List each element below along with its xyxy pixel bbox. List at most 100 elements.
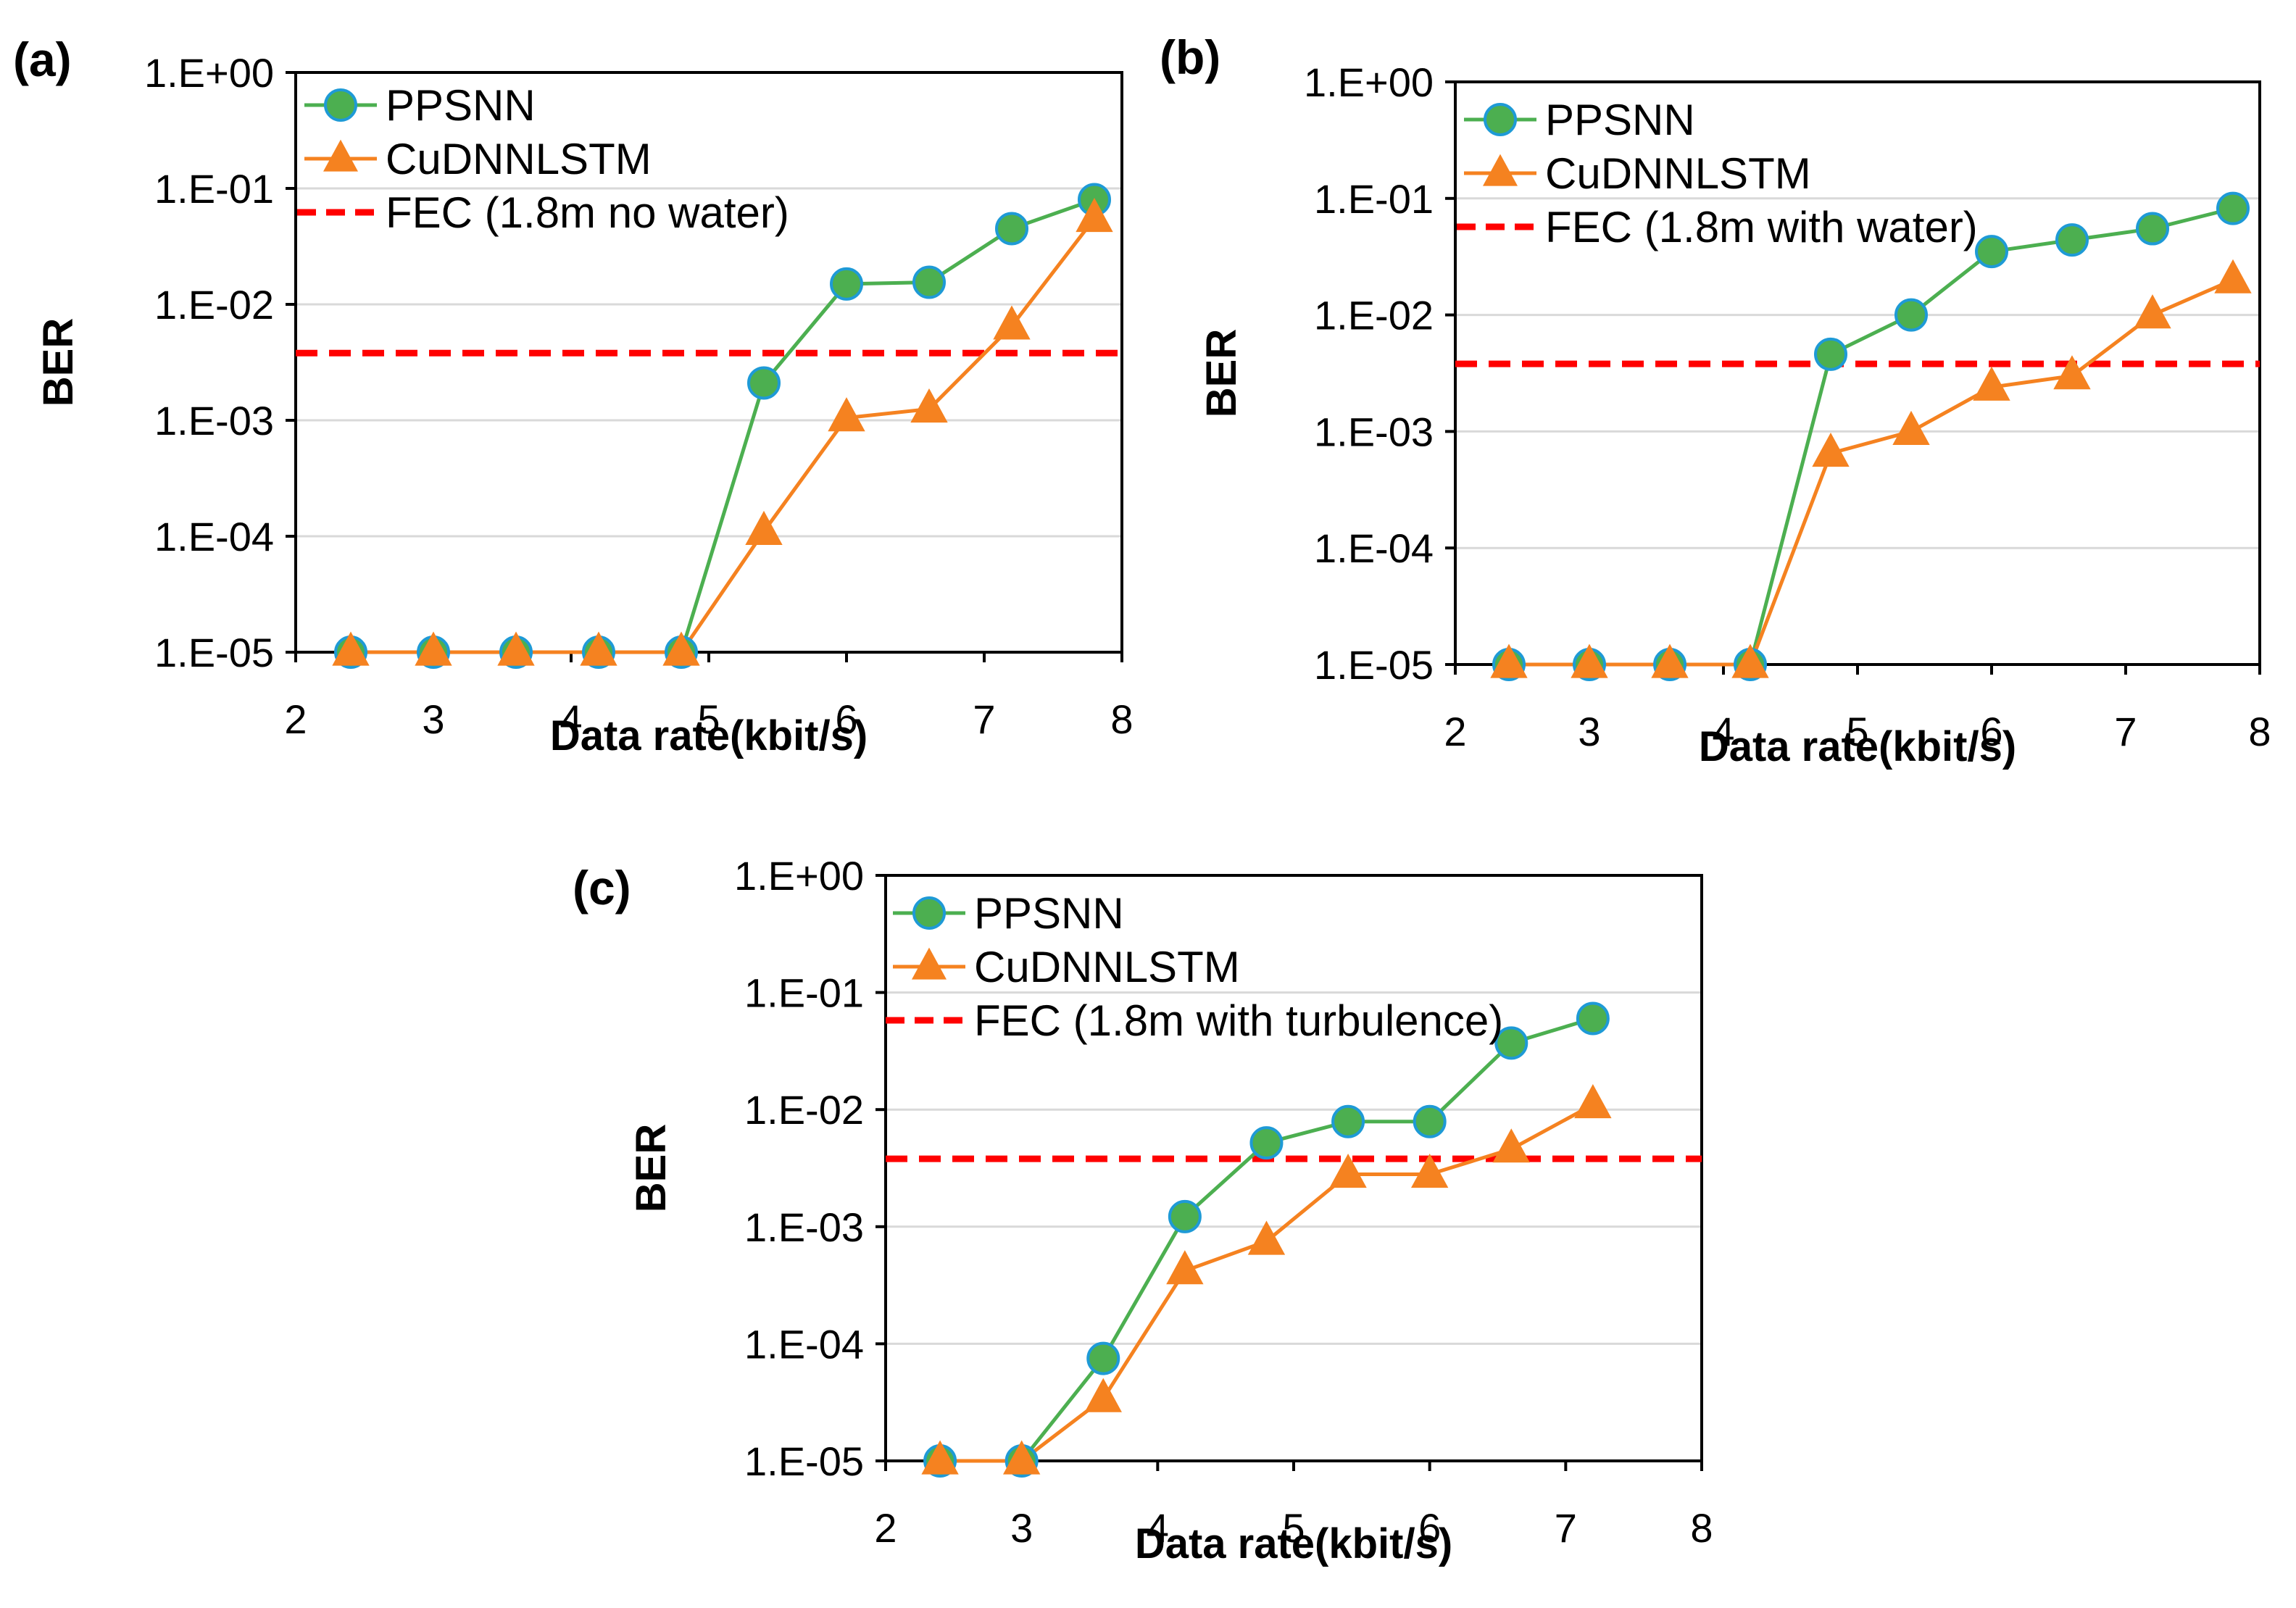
ppsnn-point [2136, 212, 2169, 246]
cudnnlstm-point [1651, 643, 1689, 678]
legend: PPSNN CuDNNLSTM FEC (1.8m no water) [297, 81, 789, 237]
ppsnn-point [2055, 223, 2089, 257]
cudnnlstm-point [1812, 432, 1850, 467]
legend-marker-circle [1484, 103, 1517, 136]
x-tick-label: 7 [1555, 1505, 1577, 1551]
panel-label: (b) [1160, 30, 1220, 84]
x-tick-label: 5 [697, 696, 720, 742]
legend-label: FEC (1.8m with water) [1545, 203, 1978, 251]
cudnnlstm-point [2053, 355, 2091, 390]
ppsnn-point [1413, 1104, 1447, 1138]
y-tick-label: 1.E-05 [744, 1438, 864, 1484]
legend-marker-triangle [912, 947, 947, 980]
cudnnlstm-point [580, 631, 617, 666]
x-axis-title: Data rate(kbit/s) [1135, 1520, 1452, 1567]
y-tick-label: 1.E-04 [154, 514, 274, 559]
y-tick-label: 1.E-05 [1314, 642, 1434, 688]
cudnnlstm-point [1571, 643, 1608, 678]
ppsnn-point [1975, 235, 2008, 269]
y-tick-label: 1.E-02 [744, 1087, 864, 1133]
cudnnlstm-point [910, 388, 948, 423]
ppsnn-point [747, 366, 781, 400]
ppsnn-point [830, 267, 863, 301]
x-tick-label: 5 [1846, 709, 1868, 754]
ppsnn-point [1331, 1104, 1365, 1138]
y-tick-label: 1.E+00 [734, 853, 864, 899]
legend-label: PPSNN [386, 81, 536, 130]
x-tick-label: 6 [1418, 1505, 1441, 1551]
cudnnlstm-point [745, 510, 783, 545]
cudnnlstm-point [2134, 294, 2171, 329]
cudnnlstm-point [828, 397, 865, 432]
cudnnlstm-point [1084, 1378, 1122, 1412]
x-tick-label: 4 [1712, 709, 1734, 754]
ppsnn-point [1814, 337, 1847, 371]
y-tick-label: 1.E+00 [1304, 59, 1434, 105]
x-axis-title: Data rate(kbit/s) [550, 712, 868, 759]
panel-label: (c) [573, 861, 631, 915]
y-tick-label: 1.E-01 [1314, 176, 1434, 222]
ppsnn-point [1894, 298, 1928, 332]
legend-marker-triangle [323, 139, 358, 172]
ppsnn-point [1168, 1199, 1202, 1233]
series-line-ppsnn [1509, 207, 2234, 667]
cudnnlstm-point [1410, 1154, 1449, 1188]
cudnnlstm-point [497, 631, 535, 666]
x-tick-label: 6 [835, 696, 857, 742]
ppsnn-point [912, 265, 946, 299]
y-tick-label: 1.E-04 [744, 1321, 864, 1367]
cudnnlstm-point [1247, 1220, 1286, 1255]
panel-label: (a) [13, 33, 72, 86]
y-tick-label: 1.E+00 [144, 50, 274, 96]
y-axis-title: BER [1198, 329, 1245, 417]
legend-label: CuDNNLSTM [386, 135, 652, 183]
legend-marker-triangle [1483, 154, 1518, 186]
ppsnn-point [1494, 1026, 1528, 1060]
cudnnlstm-point [1973, 366, 2010, 401]
cudnnlstm-point [1076, 198, 1113, 233]
ppsnn-point [1086, 1341, 1120, 1375]
x-tick-label: 5 [1282, 1505, 1305, 1551]
y-axis-title: BER [628, 1124, 675, 1212]
chart-panel-3: 1.E-05 1.E-04 1.E-03 1.E-02 1.E-01 1.E+00 2 3 4 5… [573, 853, 1713, 1567]
y-tick-label: 1.E-03 [1314, 409, 1434, 454]
ppsnn-point [2216, 191, 2250, 225]
cudnnlstm-point [1731, 643, 1769, 678]
legend-label: FEC (1.8m no water) [386, 188, 789, 237]
series-line-ppsnn [351, 198, 1095, 654]
legend-label: PPSNN [1545, 96, 1695, 144]
cudnnlstm-point [332, 631, 370, 666]
ppsnn-point [1576, 1001, 1610, 1036]
x-tick-label: 4 [560, 696, 582, 742]
x-tick-label: 7 [973, 696, 995, 742]
legend-label: CuDNNLSTM [974, 943, 1240, 991]
cudnnlstm-point [1892, 410, 1930, 445]
ppsnn-point [995, 212, 1028, 246]
x-tick-label: 7 [2114, 709, 2137, 754]
legend-label: CuDNNLSTM [1545, 149, 1811, 198]
x-tick-label: 3 [422, 696, 444, 742]
cudnnlstm-point [1002, 1440, 1041, 1475]
x-tick-label: 8 [1110, 696, 1133, 742]
cudnnlstm-point [1490, 643, 1528, 678]
legend-marker-circle [912, 896, 946, 930]
cudnnlstm-point [993, 305, 1031, 340]
x-axis-title: Data rate(kbit/s) [1699, 723, 2016, 770]
y-tick-label: 1.E-05 [154, 630, 274, 675]
y-tick-label: 1.E-02 [1314, 293, 1434, 338]
x-tick-label: 3 [1578, 709, 1600, 754]
legend-marker-circle [324, 88, 357, 122]
legend: PPSNN CuDNNLSTM FEC (1.8m with turbulence) [886, 889, 1503, 1045]
y-tick-label: 1.E-01 [154, 166, 274, 212]
chart-panel-1: 1.E-05 1.E-04 1.E-03 1.E-02 1.E-01 1.E+00 2 3 4 5… [13, 33, 1134, 759]
x-tick-label: 8 [1690, 1505, 1713, 1551]
cudnnlstm-point [1574, 1084, 1612, 1119]
y-tick-label: 1.E-02 [154, 282, 274, 328]
x-tick-label: 8 [2248, 709, 2271, 754]
y-tick-label: 1.E-03 [744, 1204, 864, 1250]
cudnnlstm-point [662, 631, 700, 666]
x-tick-label: 6 [1980, 709, 2002, 754]
cudnnlstm-point [2214, 259, 2252, 293]
x-tick-label: 2 [284, 696, 307, 742]
